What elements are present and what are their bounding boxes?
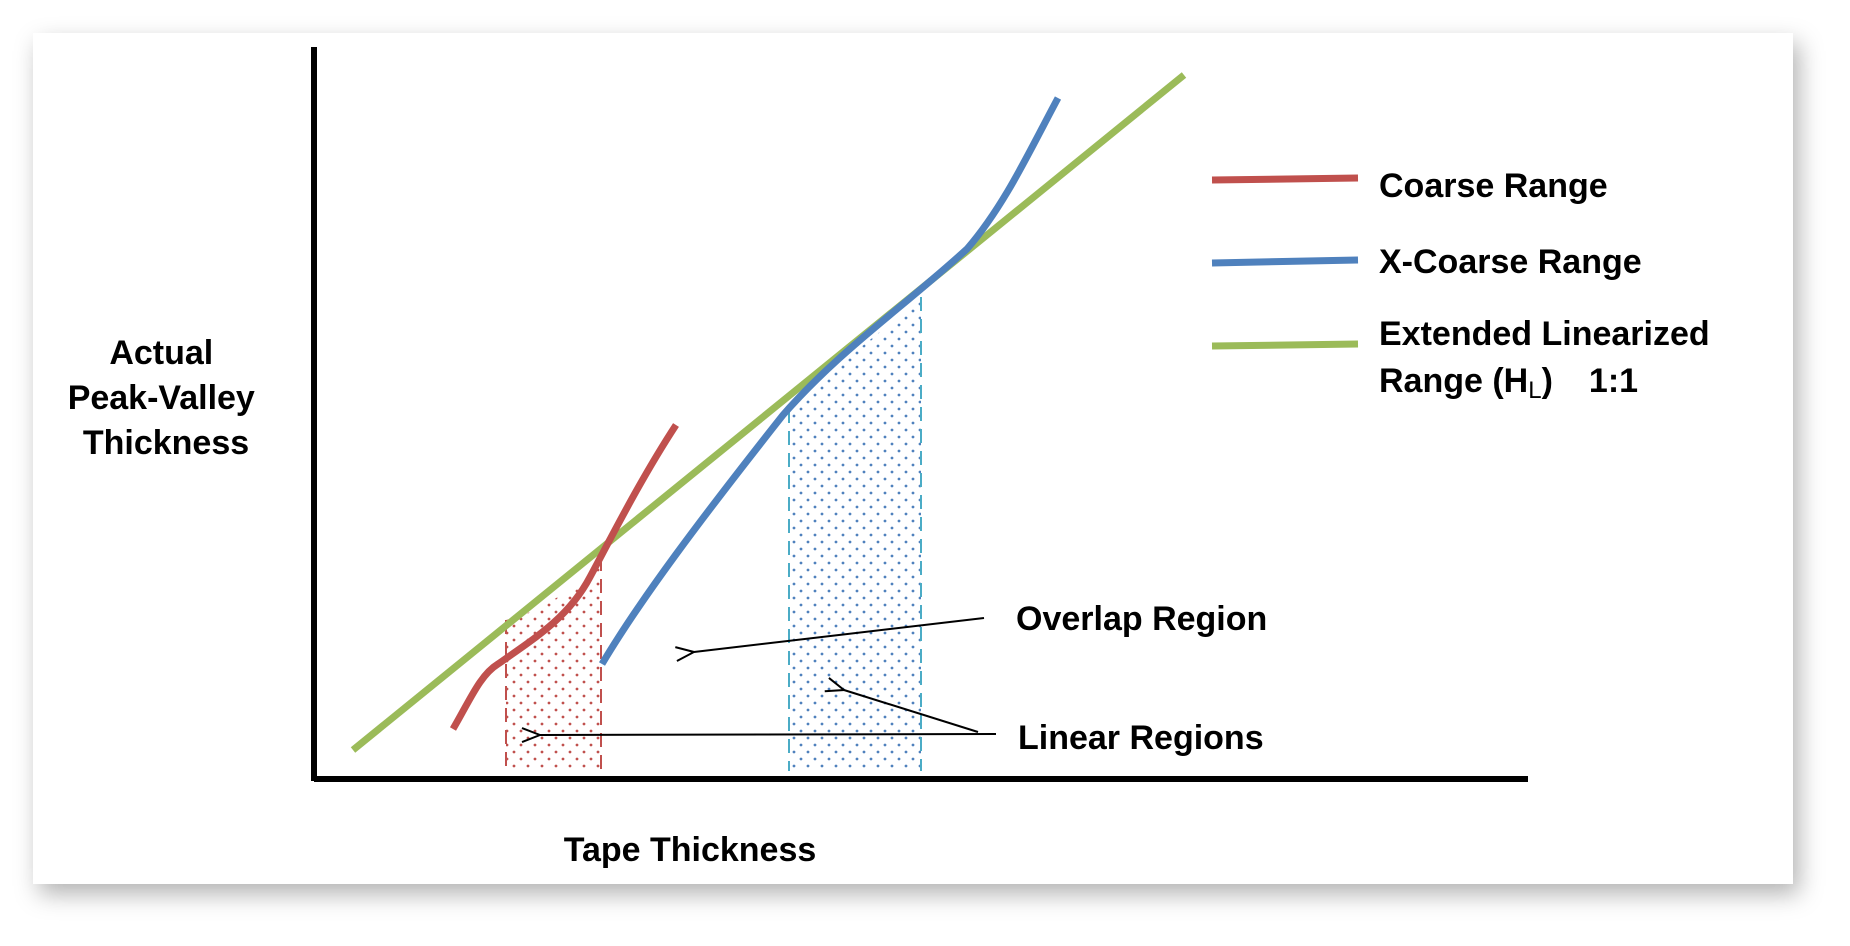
annotation: Overlap Region — [1016, 600, 1267, 638]
x-axis-label: Tape Thickness — [564, 831, 817, 869]
x-coarse-linear-region — [789, 297, 921, 771]
y-axis-label: Actual Peak-Valley Thickness — [68, 334, 265, 462]
legend-label: Range (HL) 1:1 — [1379, 362, 1638, 404]
extended-linearized-line — [350, 72, 1187, 753]
legend-subscript: L — [1528, 377, 1541, 404]
coarse-linear-region — [506, 557, 601, 771]
legend-label-part: ) — [1542, 362, 1553, 400]
legend-label: Extended Linearized — [1379, 315, 1710, 353]
y-axis-label-line: Peak-Valley — [68, 379, 255, 417]
legend-label: Coarse Range — [1379, 167, 1608, 205]
y-axis-label-line: Thickness — [83, 424, 249, 462]
legend-swatch — [1211, 256, 1359, 267]
legend-label: X-Coarse Range — [1379, 243, 1642, 281]
annotation-arrow — [844, 690, 979, 733]
y-axis-label-line: Actual — [109, 334, 213, 372]
x-coarse-curve — [598, 96, 1062, 666]
annotation-arrow — [540, 734, 997, 735]
legend-swatch — [1211, 174, 1359, 184]
legend-ratio: 1:1 — [1589, 362, 1638, 400]
annotation: Linear Regions — [1018, 719, 1264, 757]
coarse-curve — [449, 423, 679, 731]
annotation-arrow — [694, 617, 985, 652]
legend-swatch — [1211, 340, 1359, 350]
legend-label-part: Range (H — [1379, 362, 1528, 400]
